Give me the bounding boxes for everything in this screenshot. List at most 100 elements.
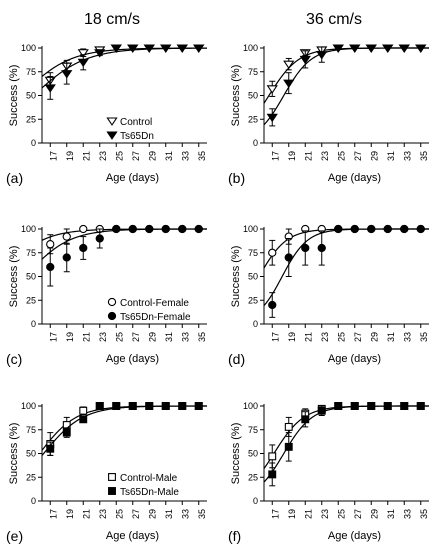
y-tick-label: 50 (248, 91, 258, 101)
data-point (94, 49, 106, 58)
x-tick-label: 23 (320, 151, 330, 161)
x-tick-label: 25 (336, 151, 346, 161)
y-tick-label: 0 (31, 319, 36, 329)
x-tick-label: 23 (98, 332, 108, 342)
x-tick-label: 19 (287, 332, 297, 342)
data-point (284, 253, 293, 262)
y-tick-label: 25 (248, 114, 258, 124)
x-tick-label: 27 (353, 509, 363, 519)
data-point (112, 224, 121, 234)
x-tick-label: 17 (48, 509, 58, 519)
legend-marker (107, 297, 117, 307)
x-tick-label: 33 (402, 509, 412, 519)
data-point (128, 224, 137, 234)
data-point (367, 402, 376, 410)
data-point (44, 84, 56, 93)
x-tick-label: 17 (270, 332, 280, 342)
data-point (127, 44, 139, 53)
data-point (176, 44, 188, 53)
x-tick-label: 21 (303, 332, 313, 342)
x-tick-label: 17 (270, 151, 280, 161)
x-tick-label: 29 (369, 332, 379, 342)
y-axis-label: Success (%) (8, 246, 20, 308)
y-tick-label: 100 (21, 43, 36, 53)
data-point (194, 224, 203, 234)
panel-label: (e) (6, 528, 23, 544)
data-point (178, 224, 187, 234)
x-tick-label: 33 (180, 332, 190, 342)
data-point (161, 224, 170, 234)
x-tick-label: 27 (353, 151, 363, 161)
data-point (79, 224, 88, 234)
y-axis-label: Success (%) (230, 246, 242, 308)
x-tick-label: 29 (147, 151, 157, 161)
panel-label: (b) (228, 170, 245, 186)
y-tick-label: 75 (248, 425, 258, 435)
panel-label: (f) (228, 528, 241, 544)
y-axis-label: Success (%) (8, 423, 20, 485)
data-point (145, 224, 154, 234)
x-tick-label: 27 (353, 332, 363, 342)
x-tick-label: 23 (98, 151, 108, 161)
data-point (383, 224, 392, 234)
data-point (350, 402, 359, 410)
data-point (266, 113, 278, 123)
data-point (62, 428, 71, 437)
y-tick-label: 100 (21, 401, 36, 411)
series-ts65dn-male (263, 402, 429, 487)
legend-marker (106, 117, 118, 126)
x-axis-label: Age (days) (106, 353, 159, 365)
data-point (398, 44, 410, 53)
y-axis-label: Success (%) (230, 65, 242, 127)
x-tick-label: 17 (48, 332, 58, 342)
legend-label: Control-Female (120, 298, 189, 309)
data-point (46, 444, 55, 453)
x-tick-label: 27 (131, 151, 141, 161)
data-point (62, 232, 71, 241)
y-tick-label: 75 (248, 248, 258, 258)
legend-label: Control (120, 117, 152, 128)
data-point (46, 262, 55, 272)
chart-panel-a: 0 25 50 75 100 17 19 21 23 25 27 29 31 33 35 Age (days)… (6, 43, 208, 186)
y-tick-label: 100 (243, 401, 258, 411)
series-ts65dn (263, 44, 429, 127)
x-tick-label: 33 (402, 151, 412, 161)
legend: Control Ts65Dn (106, 117, 154, 142)
data-point (266, 85, 278, 94)
x-tick-label: 25 (114, 332, 124, 342)
y-tick-label: 100 (243, 224, 258, 234)
x-tick-label: 33 (180, 151, 190, 161)
legend-label: Ts65Dn (120, 131, 154, 142)
x-tick-label: 29 (147, 509, 157, 519)
legend: Control-Male Ts65Dn-Male (108, 473, 179, 498)
data-point (95, 234, 104, 243)
y-tick-label: 50 (26, 91, 36, 101)
x-tick-label: 25 (336, 332, 346, 342)
x-tick-label: 35 (197, 151, 207, 161)
x-tick-label: 19 (65, 151, 75, 161)
legend-marker (108, 473, 116, 481)
x-tick-label: 21 (303, 509, 313, 519)
y-tick-label: 0 (31, 138, 36, 148)
data-point (301, 415, 310, 424)
x-tick-label: 17 (270, 509, 280, 519)
x-tick-label: 31 (164, 509, 174, 519)
data-point (334, 224, 343, 234)
x-tick-label: 19 (287, 151, 297, 161)
x-tick-label: 19 (287, 509, 297, 519)
x-axis-label: Age (days) (328, 172, 381, 184)
data-point (145, 402, 154, 410)
data-point (95, 402, 104, 410)
y-tick-label: 25 (26, 472, 36, 482)
data-point (284, 422, 293, 431)
x-tick-label: 31 (164, 332, 174, 342)
series-ts65dn-female (41, 224, 207, 287)
x-tick-label: 33 (180, 509, 190, 519)
y-tick-label: 100 (21, 224, 36, 234)
data-point (161, 402, 170, 410)
data-point (382, 44, 394, 53)
panel-label: (d) (228, 351, 245, 367)
legend-label: Ts65Dn-Female (120, 312, 191, 323)
y-tick-label: 0 (253, 319, 258, 329)
series-ts65dn-female (263, 224, 429, 318)
